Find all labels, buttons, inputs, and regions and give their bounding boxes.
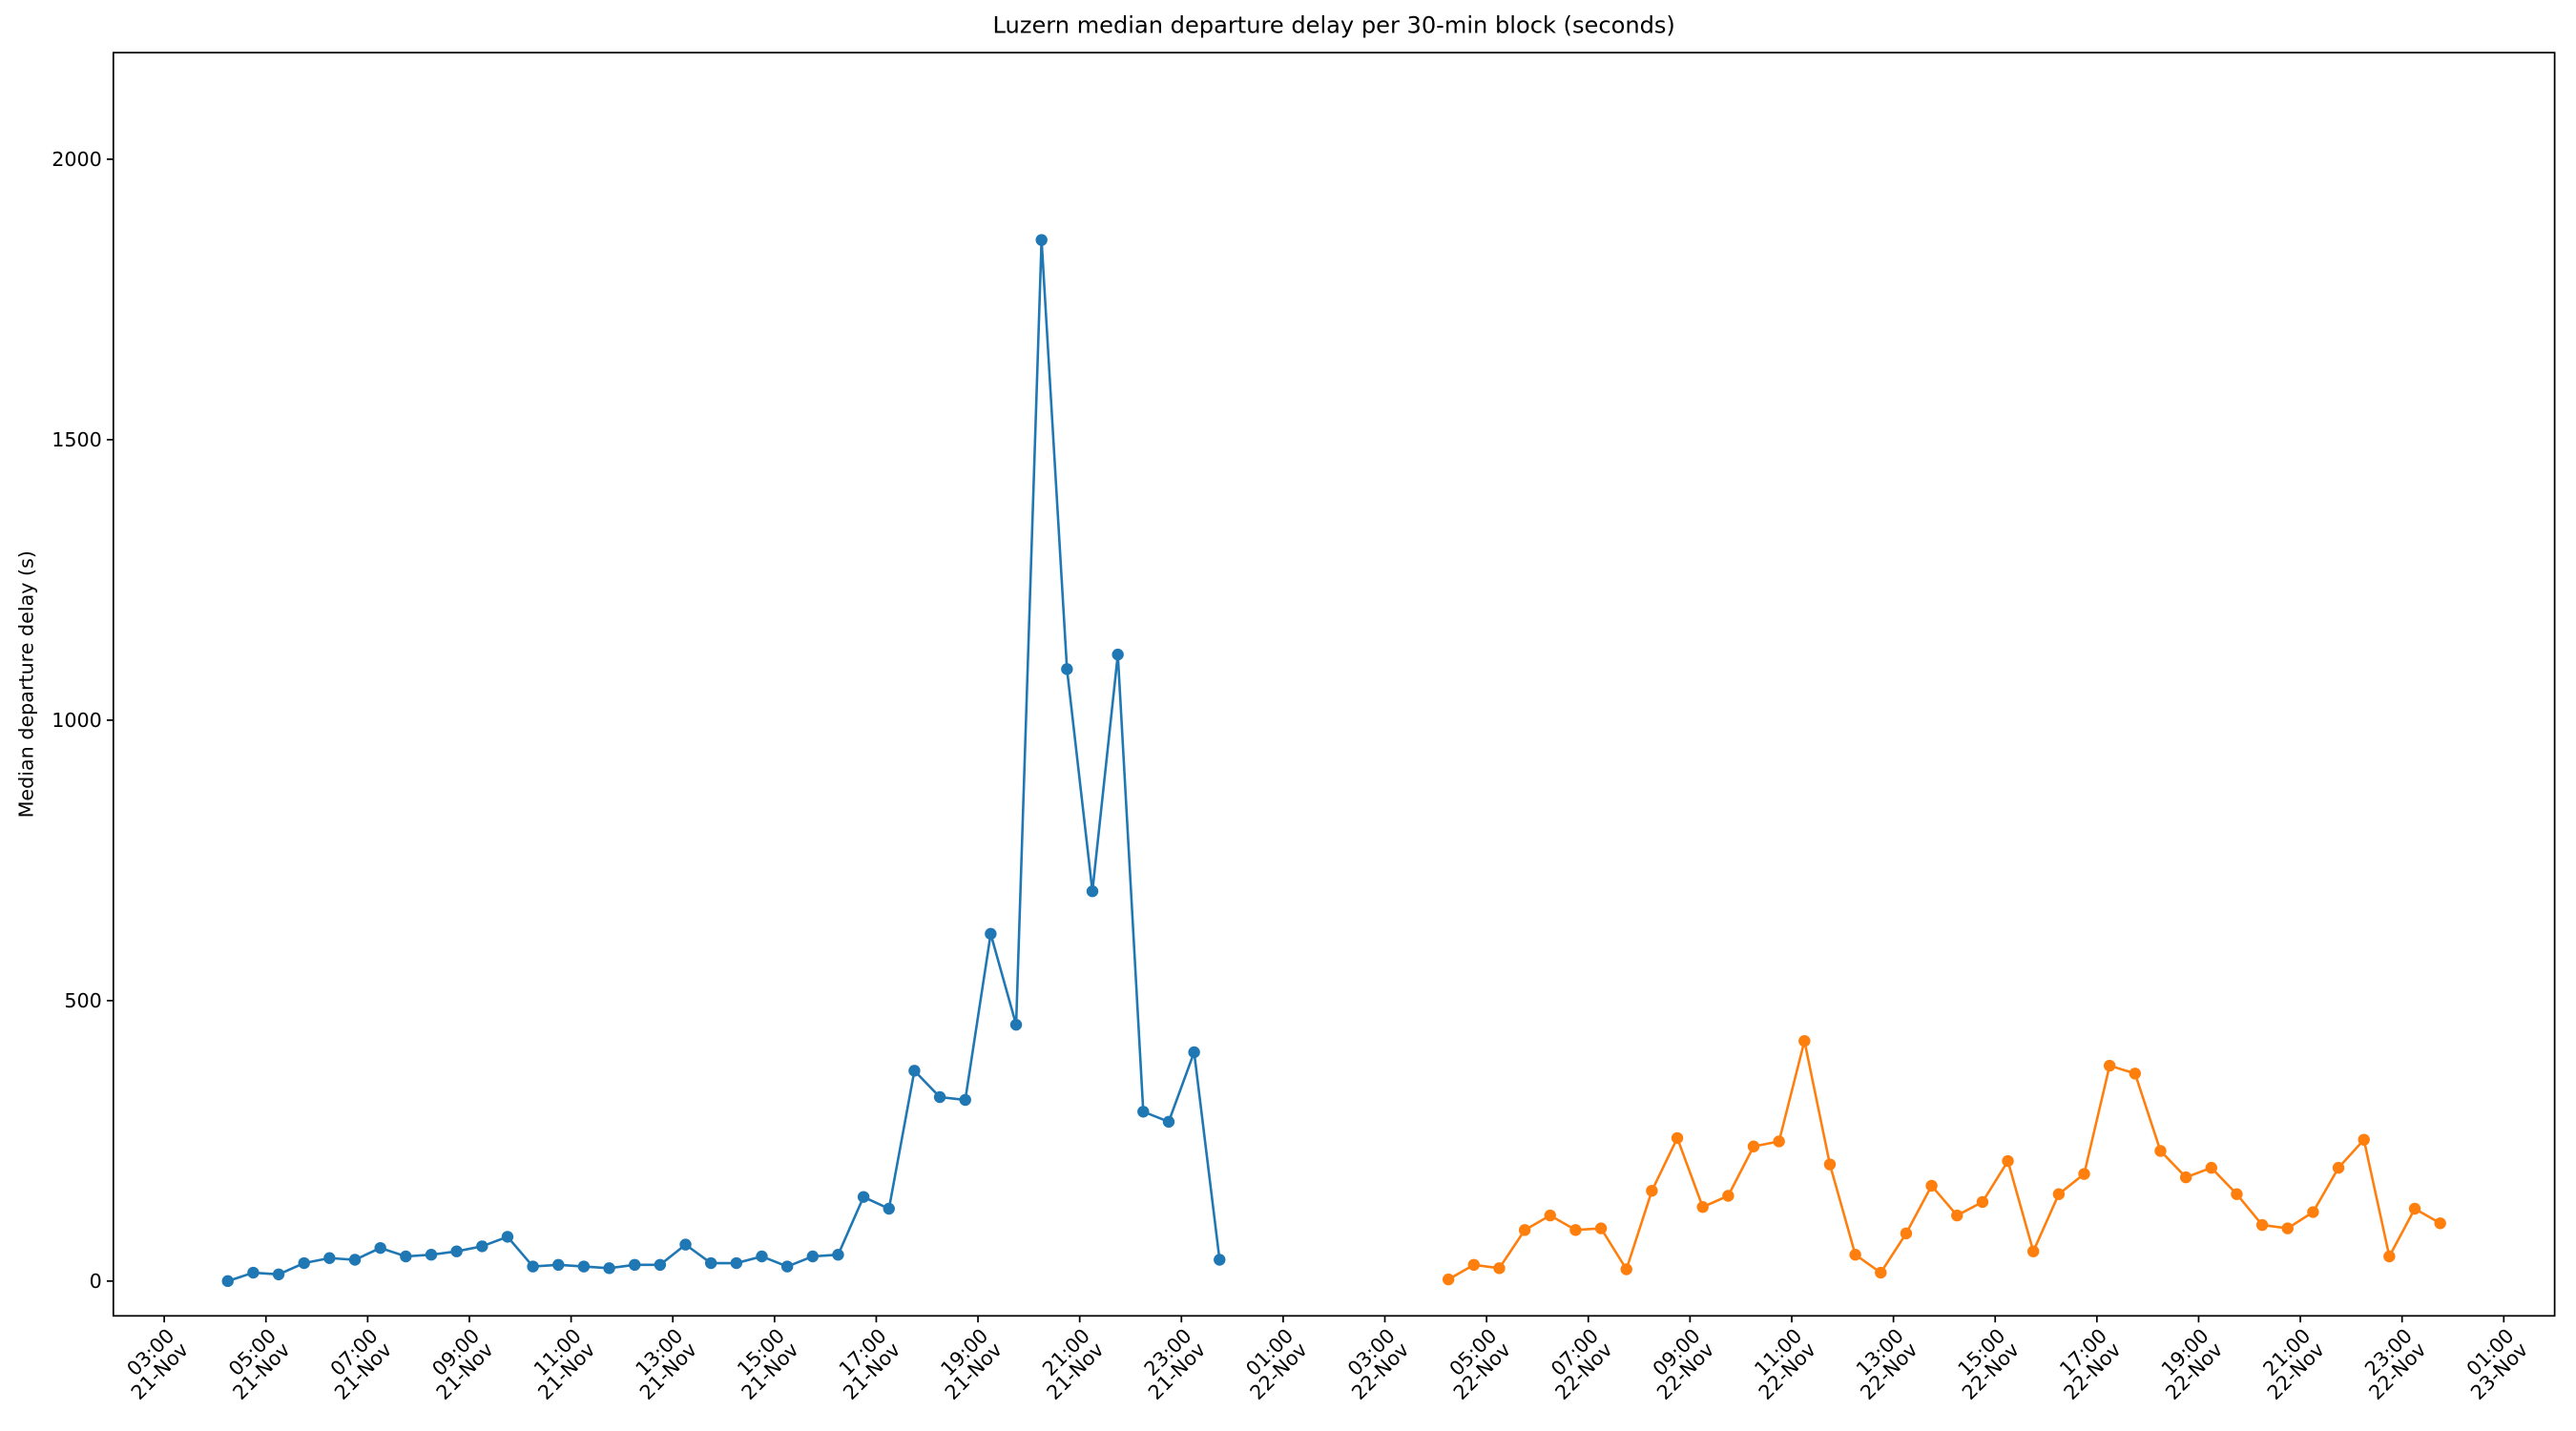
data-point	[832, 1249, 844, 1261]
data-point	[1061, 663, 1073, 675]
data-point	[1493, 1262, 1506, 1275]
data-point	[425, 1249, 438, 1261]
data-point	[1823, 1158, 1837, 1171]
data-point	[2281, 1222, 2294, 1234]
data-point	[374, 1241, 386, 1255]
data-point	[1569, 1224, 1582, 1236]
data-point	[1544, 1209, 1556, 1222]
data-point	[2027, 1245, 2040, 1257]
data-point	[2179, 1171, 2192, 1184]
data-point	[577, 1260, 591, 1273]
data-point	[883, 1202, 895, 1215]
data-point	[1086, 885, 1099, 898]
data-point	[1747, 1140, 1760, 1152]
data-point	[933, 1090, 946, 1104]
y-tick-label: 2000	[52, 148, 102, 171]
data-point	[985, 927, 997, 941]
data-point	[1773, 1135, 1785, 1148]
y-tick-label: 1500	[52, 428, 102, 451]
data-point	[272, 1268, 285, 1281]
data-point	[2231, 1188, 2243, 1200]
data-point	[1951, 1209, 1963, 1222]
y-tick-label: 0	[90, 1270, 102, 1293]
data-point	[1035, 234, 1048, 246]
data-point	[501, 1231, 514, 1243]
data-point	[2103, 1059, 2116, 1072]
data-point	[247, 1266, 260, 1279]
data-point	[2358, 1133, 2370, 1146]
plot-frame	[112, 52, 2556, 1317]
series-line	[1447, 1040, 2441, 1281]
data-point	[221, 1275, 234, 1288]
data-point	[756, 1250, 768, 1263]
data-point	[1214, 1254, 1226, 1266]
data-point	[857, 1191, 870, 1203]
data-point	[1594, 1222, 1608, 1234]
data-point	[527, 1260, 539, 1273]
data-point	[1976, 1195, 1989, 1209]
data-point	[1467, 1258, 1481, 1272]
data-point	[2052, 1188, 2066, 1200]
data-point	[476, 1240, 488, 1253]
data-point	[1696, 1201, 1709, 1213]
data-point	[2205, 1161, 2217, 1174]
data-point	[1620, 1263, 1632, 1275]
y-tick-label: 1000	[52, 709, 102, 732]
data-point	[629, 1258, 641, 1272]
data-point	[1875, 1266, 1887, 1279]
data-point	[348, 1254, 362, 1266]
chart-title: Luzern median departure delay per 30-min…	[993, 11, 1675, 38]
data-point	[2383, 1250, 2396, 1263]
data-point	[2255, 1218, 2269, 1232]
data-point	[2332, 1161, 2345, 1174]
data-point	[323, 1252, 336, 1264]
data-point	[654, 1258, 667, 1272]
data-point	[2078, 1168, 2090, 1180]
data-point	[1442, 1273, 1455, 1286]
data-point	[1671, 1131, 1684, 1145]
data-point	[959, 1093, 971, 1107]
data-point	[552, 1258, 565, 1272]
data-point	[730, 1256, 743, 1270]
data-point	[704, 1256, 717, 1270]
data-point	[1518, 1224, 1531, 1236]
data-point	[780, 1260, 794, 1273]
data-point	[1009, 1018, 1023, 1031]
data-point	[603, 1262, 615, 1275]
data-point	[679, 1238, 692, 1251]
data-point	[908, 1065, 921, 1077]
data-point	[400, 1250, 412, 1263]
data-point	[298, 1256, 310, 1270]
data-point	[1188, 1046, 1200, 1059]
data-point	[2129, 1068, 2142, 1080]
data-point	[1798, 1034, 1811, 1047]
data-point	[1900, 1227, 1913, 1240]
data-point	[1925, 1179, 1938, 1192]
data-point	[1111, 648, 1124, 661]
data-point	[806, 1250, 820, 1263]
y-axis-label: Median departure delay (s)	[14, 550, 37, 818]
data-point	[2002, 1154, 2014, 1168]
data-point	[2154, 1145, 2167, 1157]
data-point	[1646, 1184, 1658, 1197]
data-point	[2307, 1206, 2319, 1218]
data-point	[450, 1245, 463, 1257]
data-point	[1162, 1115, 1175, 1129]
data-point	[2434, 1217, 2446, 1230]
data-point	[1722, 1190, 1735, 1202]
data-point	[1849, 1249, 1861, 1261]
data-point	[1137, 1106, 1150, 1118]
series-line	[227, 239, 1221, 1283]
data-point	[2408, 1202, 2421, 1215]
y-tick-label: 500	[64, 989, 101, 1012]
